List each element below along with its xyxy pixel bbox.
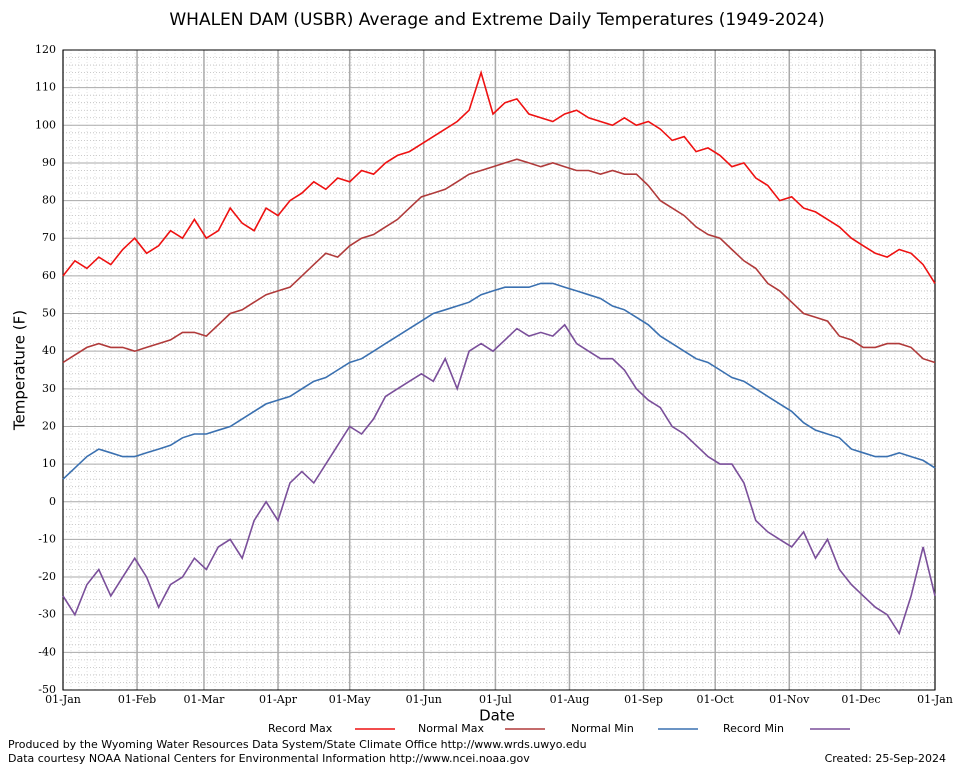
series-line [62, 69, 936, 284]
y-tick-label: 50 [42, 307, 56, 320]
x-tick-label: 01-Aug [550, 693, 590, 706]
plot-border [62, 49, 936, 691]
y-tick-label: -30 [38, 608, 56, 621]
x-tick-label: 01-Jul [479, 693, 512, 706]
x-axis-label: Date [479, 707, 515, 725]
footer-line: Produced by the Wyoming Water Resources … [8, 738, 587, 751]
y-tick-label: 60 [42, 269, 56, 282]
legend-label: Record Max [268, 722, 333, 735]
y-tick-label: 70 [42, 231, 56, 244]
y-tick-label: 0 [49, 495, 56, 508]
x-tick-label: 01-Oct [697, 693, 735, 706]
footer-line: Data courtesy NOAA National Centers for … [8, 752, 530, 765]
legend-label: Normal Min [571, 722, 634, 735]
chart-title: WHALEN DAM (USBR) Average and Extreme Da… [169, 10, 824, 30]
x-tick-label: 01-May [329, 693, 372, 706]
y-tick-label: -50 [38, 683, 56, 696]
x-tick-label: 01-Apr [259, 693, 298, 706]
y-tick-label: 10 [42, 457, 56, 470]
x-tick-label: 01-Sep [624, 693, 663, 706]
x-tick-label: 01-Jan [917, 693, 953, 706]
plot-area [63, 50, 935, 690]
x-tick-label: 01-Jun [406, 693, 442, 706]
series-line [62, 282, 936, 480]
x-tick-label: 01-Feb [118, 693, 156, 706]
y-tick-label: 110 [35, 81, 56, 94]
y-tick-label: 40 [42, 344, 56, 357]
x-tick-label: 01-Nov [769, 693, 810, 706]
y-tick-label: -20 [38, 570, 56, 583]
y-tick-label: 120 [35, 43, 56, 56]
y-tick-label: -40 [38, 645, 56, 658]
y-tick-label: 30 [42, 382, 56, 395]
legend-label: Normal Max [418, 722, 485, 735]
y-axis-label: Temperature (F) [11, 310, 29, 431]
y-tick-label: 90 [42, 156, 56, 169]
legend-label: Record Min [723, 722, 784, 735]
x-tick-label: 01-Mar [184, 693, 226, 706]
y-tick-label: 20 [42, 419, 56, 432]
y-tick-label: -10 [38, 532, 56, 545]
created-date: Created: 25-Sep-2024 [825, 752, 946, 765]
y-tick-label: 100 [35, 118, 56, 131]
y-tick-label: 80 [42, 194, 56, 207]
series-line [62, 158, 936, 364]
x-tick-label: 01-Jan [45, 693, 81, 706]
x-tick-label: 01-Dec [841, 693, 880, 706]
series-line [62, 323, 936, 636]
